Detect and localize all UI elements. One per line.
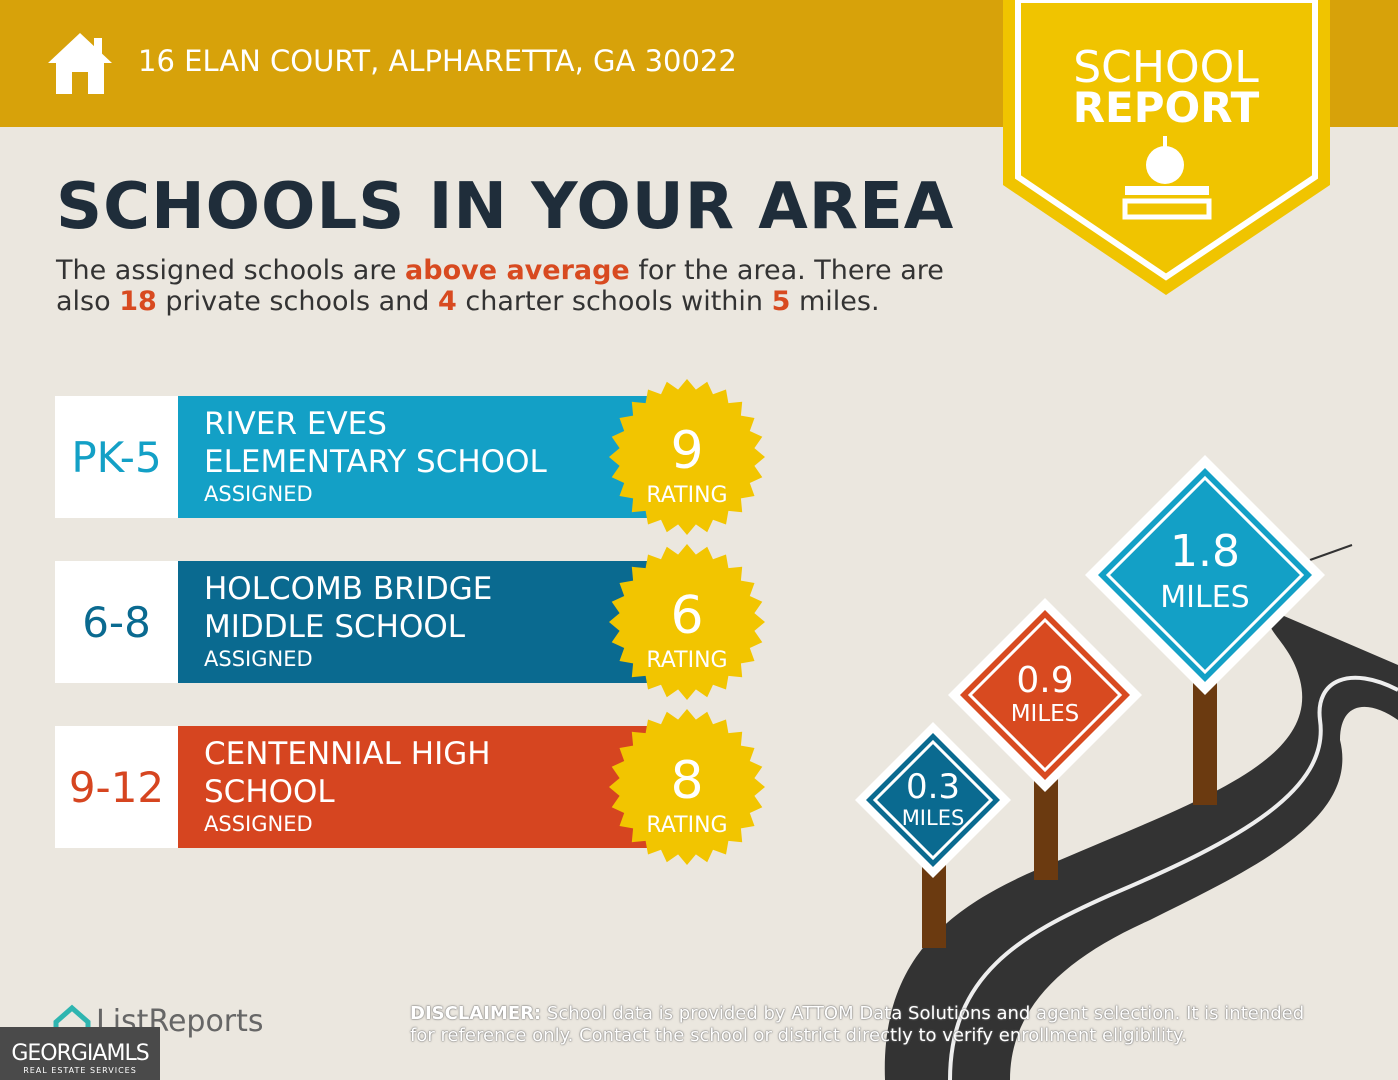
school-name: HOLCOMB BRIDGE [204,571,493,607]
badge-outline [1015,0,1318,281]
sign: 0.3 MILES [855,722,1011,878]
sign: 0.9 MILES [948,598,1142,792]
school-status: ASSIGNED [204,647,313,671]
sign-distance: 0.3 [906,767,960,807]
road-edge [1309,544,1353,561]
intro-highlight: 5 [771,286,791,317]
starburst [609,379,765,535]
house-icon [48,33,112,94]
school-row: 6-8 HOLCOMB BRIDGE MIDDLE SCHOOL ASSIGNED 6 R… [55,544,765,700]
rating: 9 [670,421,703,481]
mls-sub: REAL ESTATE SERVICES [23,1066,137,1075]
mls-logo: GEORGIAMLS REAL ESTATE SERVICES [0,1027,160,1080]
disclaimer: DISCLAIMER: School data is provided by A… [410,1003,1330,1047]
grades: 6-8 [55,561,178,683]
badge-line2: REPORT [1073,83,1260,132]
rating-label: RATING [646,648,727,673]
school-row: PK-5 RIVER EVES ELEMENTARY SCHOOL ASSIGNED 9… [55,379,765,535]
title: SCHOOLS IN YOUR AREA [56,170,955,244]
school-status: ASSIGNED [204,812,313,836]
intro: The assigned schools are above average f… [56,255,976,317]
school-name: RIVER EVES [204,406,387,442]
badge-line1: SCHOOL [1073,42,1259,93]
sign: 1.8 MILES [1085,455,1325,695]
road [884,610,1398,1080]
disclaimer-label: DISCLAIMER: [410,1003,542,1024]
starburst [609,709,765,865]
grades: 9-12 [55,726,178,848]
apple-book-icon [1122,136,1212,220]
intro-highlight: 4 [438,286,457,317]
intro-text: miles. [790,286,880,317]
school-name: ELEMENTARY SCHOOL [204,444,547,480]
rating-label: RATING [646,813,727,838]
school-bar: HOLCOMB BRIDGE MIDDLE SCHOOL ASSIGNED [178,561,698,683]
intro-text: private schools and [156,286,439,317]
intro-highlight: 18 [119,286,157,317]
intro-text: charter schools within [456,286,772,317]
school-name: MIDDLE SCHOOL [204,609,466,645]
sign-distance: 1.8 [1170,526,1240,577]
school-bar: RIVER EVES ELEMENTARY SCHOOL ASSIGNED [178,396,698,518]
rating: 8 [670,751,703,811]
school-name: SCHOOL [204,774,335,810]
sign-distance: 0.9 [1016,660,1073,701]
rating: 6 [670,586,703,646]
road-line [948,675,1398,1080]
sign-unit: MILES [1011,701,1080,727]
school-status: ASSIGNED [204,482,313,506]
rating-label: RATING [646,483,727,508]
school-row: 9-12 CENTENNIAL HIGH SCHOOL ASSIGNED 8 RATING [55,709,765,865]
intro-text: for the area. There are also [56,255,944,317]
sign-unit: MILES [902,806,965,830]
intro-text: The assigned schools are [56,255,406,286]
grades: PK-5 [55,396,178,518]
mls-a: GEORGIA [11,1041,107,1066]
starburst [609,544,765,700]
sign-unit: MILES [1160,580,1249,615]
address: 16 ELAN COURT, ALPHARETTA, GA 30022 [138,44,737,78]
school-name: CENTENNIAL HIGH [204,736,491,772]
intro-highlight: above average [405,255,630,286]
disclaimer-text: School data is provided by ATTOM Data So… [410,1003,1305,1046]
mls-b: MLS [106,1041,149,1066]
